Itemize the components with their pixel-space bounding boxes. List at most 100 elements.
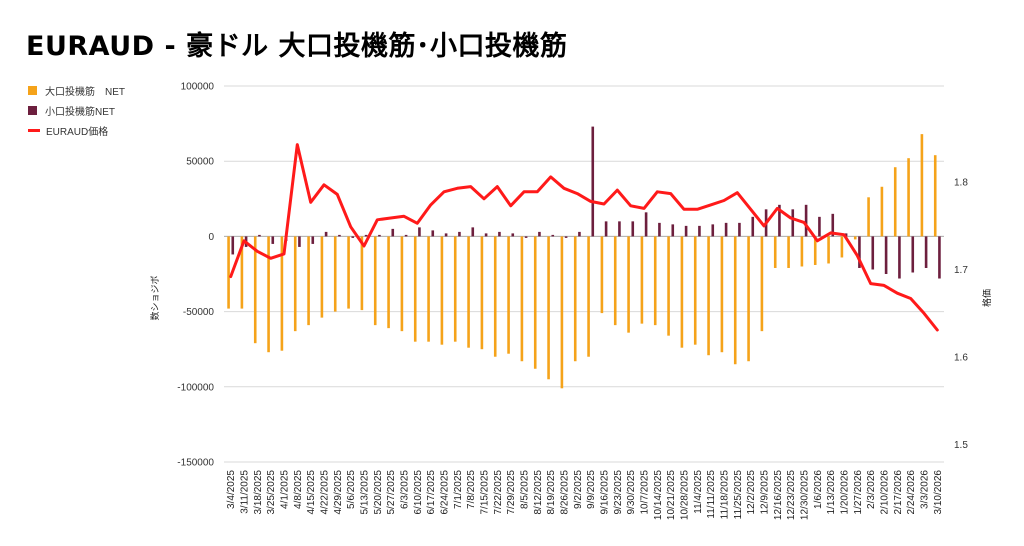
- x-tick-label: 1/6/2026: [813, 470, 824, 509]
- x-tick-label: 8/19/2025: [546, 470, 557, 515]
- bar-large-spec: [627, 236, 630, 333]
- bar-large-spec: [573, 236, 577, 362]
- legend-label-small-spec: 小口投機筋NET: [45, 106, 115, 118]
- x-tick-label: 11/18/2025: [720, 470, 731, 520]
- x-tick-label: 8/26/2025: [560, 470, 571, 515]
- bar-large-spec: [373, 236, 377, 326]
- y-tick-label: -50000: [183, 307, 215, 318]
- bar-small-spec: [778, 204, 781, 237]
- bar-small-spec: [338, 234, 341, 237]
- bar-small-spec: [671, 224, 675, 237]
- bar-small-spec: [511, 233, 515, 237]
- bar-large-spec: [453, 236, 457, 342]
- x-tick-label: 3/18/2025: [253, 470, 264, 515]
- bar-large-spec: [467, 236, 470, 348]
- x-tick-label: 3/4/2025: [226, 470, 237, 509]
- x-tick-label: 6/24/2025: [440, 470, 451, 515]
- x-tick-label: 11/11/2025: [706, 470, 717, 519]
- x-tick-label: 2/17/2026: [893, 470, 904, 515]
- y2-tick-label: 1.8: [954, 178, 968, 189]
- x-tick-label: 4/1/2025: [280, 470, 291, 509]
- x-tick-label: 8/5/2025: [520, 470, 531, 509]
- x-tick-label: 8/12/2025: [533, 470, 544, 515]
- bar-large-spec: [747, 236, 750, 362]
- x-tick-label: 5/20/2025: [373, 470, 384, 515]
- bar-large-spec: [427, 236, 430, 342]
- left-axis-ticks: 100000 50000 0 -50000 -100000 -150000: [177, 82, 214, 469]
- bar-large-spec: [307, 236, 310, 326]
- bar-small-spec: [871, 236, 875, 270]
- bar-small-spec: [791, 209, 795, 237]
- legend-label-large-spec: 大口投機筋 NET: [45, 86, 125, 98]
- x-tick-label: 2/10/2026: [880, 470, 891, 515]
- bar-large-spec: [480, 236, 484, 350]
- y-axis-title: 数ショジボ: [149, 275, 161, 320]
- bar-small-spec: [538, 231, 541, 237]
- legend-item-price: EURAUD価格: [28, 120, 125, 140]
- x-tick-label: 4/8/2025: [293, 470, 304, 509]
- x-tick-label: 12/30/2025: [800, 470, 811, 520]
- bar-small-spec: [738, 222, 741, 237]
- x-tick-label: 4/29/2025: [333, 470, 344, 515]
- right-axis-ticks: 1.8 1.7 1.6 1.5: [954, 178, 968, 451]
- chart-title: EURAUD - 豪ドル 大口投機筋･小口投機筋: [26, 31, 568, 62]
- bar-small-spec: [578, 231, 581, 237]
- x-tick-label: 7/22/2025: [493, 470, 504, 515]
- gridlines: [224, 85, 944, 463]
- bar-small-spec: [698, 225, 701, 237]
- x-tick-label: 10/21/2025: [666, 470, 677, 520]
- bar-large-spec: [293, 236, 297, 332]
- bar-small-spec: [924, 236, 928, 268]
- bar-small-spec: [524, 236, 528, 238]
- bar-small-spec: [324, 231, 328, 237]
- bar-small-spec: [404, 234, 408, 237]
- bar-small-spec: [911, 236, 915, 273]
- x-tick-label: 6/17/2025: [426, 470, 437, 515]
- bar-large-spec: [880, 186, 884, 237]
- legend-item-large-spec: 大口投機筋 NET: [28, 80, 125, 100]
- y-tick-label: 0: [208, 232, 214, 243]
- bar-small-spec: [231, 236, 235, 255]
- legend-line-price: [28, 128, 40, 132]
- x-tick-label: 9/16/2025: [600, 470, 611, 515]
- bar-large-spec: [640, 236, 644, 324]
- x-tick-label: 4/22/2025: [320, 470, 331, 515]
- bar-small-spec: [591, 126, 595, 237]
- x-tick-label: 5/27/2025: [386, 470, 397, 515]
- bar-small-spec: [258, 234, 261, 237]
- y-tick-label: -100000: [177, 382, 214, 393]
- bar-large-spec: [680, 236, 684, 348]
- price-line-group: [229, 143, 939, 332]
- bar-large-spec: [667, 236, 670, 336]
- bars-large-spec: [227, 134, 937, 389]
- x-tick-label: 2/3/2026: [866, 470, 877, 509]
- x-tick-label: 2/24/2026: [906, 470, 917, 515]
- bar-large-spec: [733, 236, 737, 365]
- bar-large-spec: [560, 236, 564, 389]
- bar-large-spec: [440, 236, 444, 345]
- x-tick-label: 10/14/2025: [653, 470, 664, 520]
- legend-swatch-large-spec: [28, 85, 37, 95]
- bar-small-spec: [551, 234, 555, 237]
- x-tick-label: 5/13/2025: [360, 470, 371, 515]
- bar-large-spec: [587, 236, 590, 357]
- bar-large-spec: [320, 236, 324, 318]
- bar-small-spec: [271, 236, 275, 244]
- bar-large-spec: [520, 236, 524, 362]
- bar-large-spec: [240, 236, 244, 309]
- bar-small-spec: [484, 233, 488, 237]
- bar-large-spec: [653, 236, 657, 326]
- x-tick-label: 1/13/2026: [826, 470, 837, 515]
- bar-large-spec: [853, 236, 857, 240]
- chart-legend: 大口投機筋 NET 小口投機筋NET EURAUD価格: [28, 80, 125, 140]
- bar-small-spec: [644, 212, 648, 237]
- bar-large-spec: [267, 236, 270, 353]
- bar-large-spec: [907, 158, 910, 237]
- bar-small-spec: [831, 213, 835, 237]
- x-tick-label: 5/6/2025: [346, 470, 357, 509]
- bar-small-spec: [351, 236, 355, 238]
- y2-tick-label: 1.5: [954, 440, 968, 451]
- x-tick-label: 1/20/2026: [840, 470, 851, 515]
- bar-large-spec: [533, 236, 537, 369]
